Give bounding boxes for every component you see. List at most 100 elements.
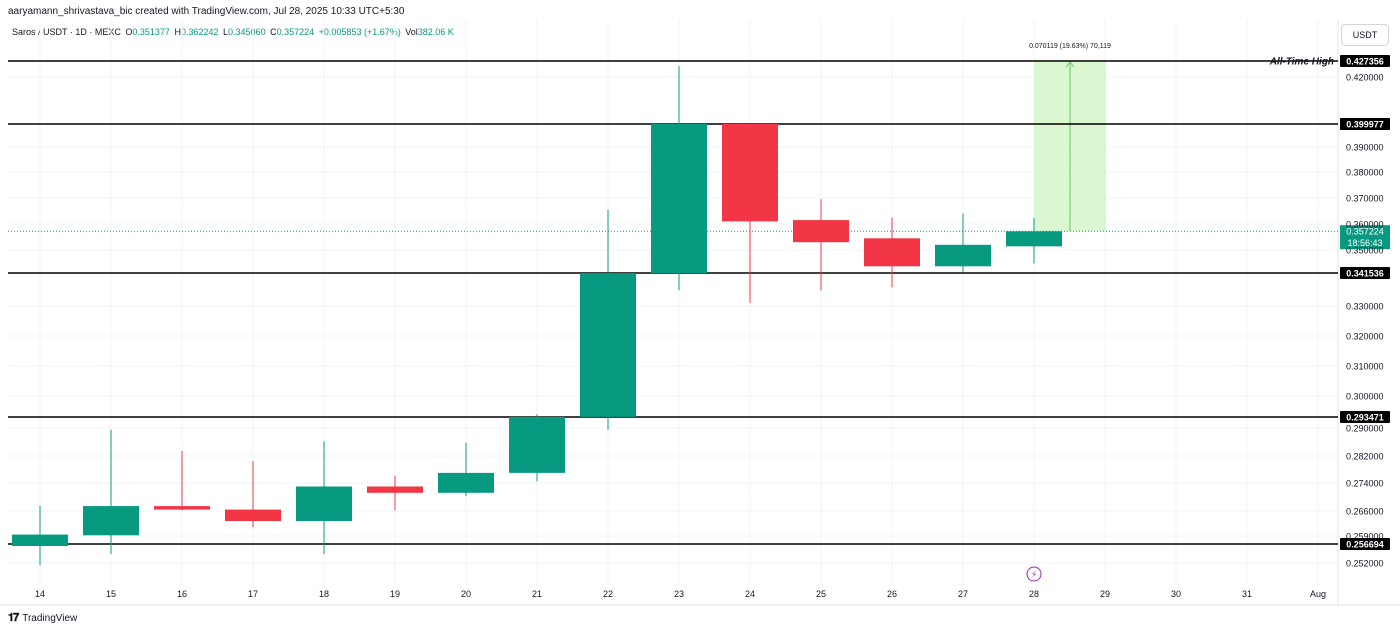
candle-28 <box>1006 218 1062 264</box>
price-tick-label: 0.274000 <box>1346 479 1384 489</box>
candle-body <box>1006 231 1062 247</box>
candle-body <box>864 238 920 267</box>
lightning-icon: ⚡ <box>1031 570 1037 580</box>
level-price-label: 0.293471 <box>1346 413 1384 423</box>
time-tick-label: 28 <box>1029 589 1039 599</box>
level-price-label: 0.399977 <box>1346 120 1384 130</box>
time-tick-label: 30 <box>1171 589 1181 599</box>
time-tick-label: 24 <box>745 589 755 599</box>
countdown-label: 18:56:43 <box>1347 238 1382 248</box>
candle-body <box>12 534 68 546</box>
time-tick-label: 31 <box>1242 589 1252 599</box>
price-tick-label: 0.380000 <box>1346 168 1384 178</box>
open-label: O <box>125 27 133 37</box>
price-tick-label: 0.330000 <box>1346 302 1384 312</box>
candle-18 <box>296 441 352 555</box>
high-label: H <box>174 27 181 37</box>
candle-15 <box>83 429 139 555</box>
candle-20 <box>438 442 494 497</box>
candle-17 <box>225 461 281 528</box>
candlestick-series <box>12 66 1062 566</box>
candle-body <box>722 123 778 222</box>
chart-attribution: aaryamann_shrivastava_bic created with T… <box>8 6 405 17</box>
time-tick-label: 26 <box>887 589 897 599</box>
time-tick-label: 27 <box>958 589 968 599</box>
price-tick-label: 0.370000 <box>1346 194 1384 204</box>
price-tick-label: 0.252000 <box>1346 559 1384 569</box>
time-tick-label: 29 <box>1100 589 1110 599</box>
high-value: 0.362242 <box>180 27 219 37</box>
time-tick-label: 20 <box>461 589 471 599</box>
level-price-label: 0.427356 <box>1346 57 1384 67</box>
level-price-label: 0.256694 <box>1346 540 1384 550</box>
chart-annotations: ⚡ <box>1026 566 1042 582</box>
event-marker-icon[interactable] <box>1026 566 1042 582</box>
level-price-badge <box>1340 118 1390 130</box>
time-tick-label: 22 <box>603 589 613 599</box>
candle-body <box>154 506 210 510</box>
candle-21 <box>509 414 565 482</box>
candle-body <box>509 416 565 473</box>
candle-25 <box>793 199 849 291</box>
candle-26 <box>864 217 920 288</box>
candle-14 <box>12 505 68 566</box>
close-value: 0.357224 <box>276 27 315 37</box>
symbol-name[interactable]: Saros / USDT · 1D · MEXC <box>12 27 121 37</box>
symbol-legend: Saros / USDT · 1D · MEXC O0.351377 H0.36… <box>12 27 454 37</box>
candle-24 <box>722 123 778 304</box>
level-price-badge <box>1340 55 1390 67</box>
low-value: 0.345060 <box>228 27 266 37</box>
footer-branding: 𝟏𝟕 TradingView <box>8 612 77 625</box>
candle-body <box>367 486 423 493</box>
time-tick-label: 14 <box>35 589 45 599</box>
tradingview-logo-icon: 𝟏𝟕 <box>8 612 19 624</box>
last-price-badge <box>1340 225 1390 250</box>
level-price-label: 0.341536 <box>1346 269 1384 279</box>
last-price-label: 0.357224 <box>1346 227 1384 237</box>
price-tick-label: 0.300000 <box>1346 392 1384 402</box>
price-tick-label: 0.420000 <box>1346 73 1384 83</box>
time-tick-label: 19 <box>390 589 400 599</box>
price-axis: 0.420000 0.390000 0.380000 0.370000 0.360000… <box>1346 73 1384 569</box>
price-range-measure: 0.070119 (19.63%) 70,119 <box>1029 43 1111 232</box>
candle-body <box>438 472 494 493</box>
candle-23 <box>651 66 707 291</box>
price-tick-label: 0.259000 <box>1346 532 1384 542</box>
price-tick-label: 0.266000 <box>1346 507 1384 517</box>
price-tick-label: 0.360000 <box>1346 220 1384 230</box>
time-tick-label: 16 <box>177 589 187 599</box>
candle-body <box>580 273 636 417</box>
level-note-label: All-Time High <box>1269 57 1334 68</box>
measure-label: 0.070119 (19.63%) 70,119 <box>1029 43 1111 50</box>
time-tick-label: 17 <box>248 589 258 599</box>
measure-arrow-head <box>1065 61 1075 68</box>
level-price-badge <box>1340 267 1390 279</box>
volume-value: 382.06 K <box>417 27 454 37</box>
candle-body <box>83 506 139 536</box>
time-tick-label: 21 <box>532 589 542 599</box>
candle-body <box>651 123 707 274</box>
time-tick-label: 25 <box>816 589 826 599</box>
footer-brand: TradingView <box>22 613 78 624</box>
price-tick-label: 0.282000 <box>1346 452 1384 462</box>
candle-22 <box>580 209 636 430</box>
low-label: L <box>223 27 229 37</box>
price-tick-label: 0.320000 <box>1346 332 1384 342</box>
price-tick-label: 0.390000 <box>1346 143 1384 153</box>
candle-body <box>935 244 991 267</box>
open-value: 0.351377 <box>132 27 170 37</box>
level-price-badge <box>1340 411 1390 423</box>
change-value: +0.005853 (+1.67%) <box>318 27 401 37</box>
time-tick-label: 18 <box>319 589 329 599</box>
chart-grid <box>0 20 1400 606</box>
time-tick-label: 23 <box>674 589 684 599</box>
level-price-badge <box>1340 538 1390 550</box>
price-tick-label: 0.350000 <box>1346 246 1384 256</box>
volume-label: Vol <box>405 27 418 37</box>
candle-19 <box>367 475 423 511</box>
candle-16 <box>154 450 210 511</box>
close-label: C <box>270 27 277 37</box>
time-tick-label: 15 <box>106 589 116 599</box>
currency-selector-button[interactable]: USDT <box>1341 24 1389 46</box>
